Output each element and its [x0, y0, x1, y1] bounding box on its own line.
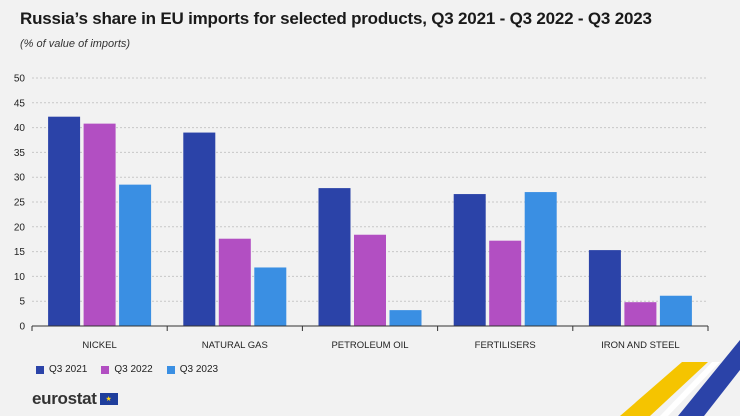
y-tick-label: 50 [14, 74, 26, 85]
corner-yellow-stripe [620, 362, 708, 416]
bar-q3-2023 [254, 267, 287, 326]
legend-swatch [101, 365, 110, 374]
eurostat-logo: eurostat ★ [32, 389, 118, 409]
x-axis-labels: NICKEL NATURAL GAS PETROLEUM OIL FERTILISER… [82, 340, 679, 351]
x-category-label: NATURAL GAS [202, 340, 268, 351]
y-axis-ticks: 0 5 10 15 20 25 30 35 40 45 50 [14, 74, 26, 333]
bar-q3-2022 [83, 123, 116, 326]
legend-swatch [36, 365, 44, 374]
bar-q3-2022 [489, 240, 522, 326]
bar-q3-2023 [119, 184, 152, 326]
bar-q3-2022 [624, 302, 657, 326]
legend-item: Q3 2023 [166, 364, 219, 375]
legend-label: Q3 2023 [179, 364, 219, 375]
chart-subtitle: (% of value of imports) [20, 38, 131, 50]
bar-q3-2021 [588, 250, 621, 326]
y-tick-label: 10 [14, 272, 26, 283]
bars [48, 116, 692, 326]
x-axis [31, 325, 709, 331]
y-tick-label: 20 [14, 222, 26, 233]
bar-q3-2021 [318, 188, 351, 326]
x-category-label: FERTILISERS [475, 340, 536, 351]
bar-q3-2023 [389, 310, 422, 326]
x-category-label: PETROLEUM OIL [331, 340, 408, 351]
bar-q3-2021 [48, 116, 81, 326]
y-tick-label: 45 [14, 98, 26, 109]
bar-q3-2021 [183, 132, 216, 326]
eu-flag-star: ★ [105, 395, 112, 403]
x-category-label: IRON AND STEEL [601, 340, 680, 351]
y-tick-label: 30 [14, 173, 26, 184]
legend-label: Q3 2021 [49, 364, 88, 375]
eurostat-logo-text: eurostat [32, 389, 97, 408]
chart-title: Russia’s share in EU imports for selecte… [20, 9, 652, 28]
legend: Q3 2021 Q3 2022 Q3 2023 [36, 364, 232, 375]
bar-q3-2022 [218, 238, 251, 326]
legend-item: Q3 2022 [101, 364, 153, 375]
legend-label: Q3 2022 [114, 364, 153, 375]
x-category-label: NICKEL [82, 340, 116, 351]
corner-white-stripe [660, 362, 720, 416]
y-tick-label: 40 [14, 123, 26, 134]
corner-blue-stripe [678, 340, 740, 416]
y-tick-label: 25 [14, 198, 26, 209]
legend-swatch [166, 365, 175, 374]
corner-decoration [620, 340, 740, 416]
bar-q3-2023 [524, 192, 557, 326]
bar-q3-2023 [659, 295, 692, 326]
bar-q3-2021 [453, 194, 486, 326]
y-tick-label: 5 [19, 297, 25, 308]
y-tick-label: 0 [19, 322, 25, 333]
bar-q3-2022 [354, 234, 386, 326]
y-tick-label: 35 [14, 148, 26, 159]
y-tick-label: 15 [14, 247, 26, 258]
eu-flag-icon: ★ [99, 393, 118, 405]
legend-item: Q3 2021 [36, 364, 87, 375]
